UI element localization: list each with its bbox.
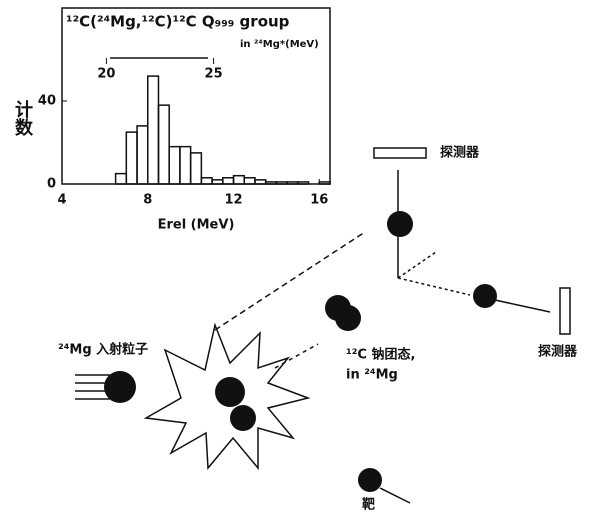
decor bbox=[62, 8, 570, 503]
trajectory bbox=[275, 344, 318, 368]
label: 探测器 bbox=[440, 145, 480, 161]
trajectory bbox=[495, 300, 550, 312]
bar bbox=[191, 153, 202, 184]
bar bbox=[244, 178, 255, 184]
ball bbox=[387, 211, 413, 237]
bar bbox=[169, 147, 180, 184]
bar bbox=[266, 182, 277, 184]
bar bbox=[180, 147, 191, 184]
bar bbox=[212, 180, 223, 184]
bar bbox=[319, 182, 330, 184]
bar bbox=[223, 178, 234, 184]
chart-title: ¹²C(²⁴Mg,¹²C)¹²C Q₉₉₉ group bbox=[66, 13, 290, 31]
x-tick-label: 4 bbox=[57, 193, 66, 208]
bar bbox=[298, 182, 309, 184]
figure: 探测器 探测器 ²⁴Mg 入射粒子 ¹²C 钠团态, in ²⁴Mg 靶 ¹²C… bbox=[0, 0, 595, 523]
ball bbox=[230, 405, 256, 431]
balls bbox=[104, 211, 497, 492]
chart-subtitle: in ²⁴Mg*(MeV) bbox=[240, 39, 319, 50]
bar bbox=[234, 176, 245, 184]
label: 靶 bbox=[362, 497, 375, 513]
ball bbox=[358, 468, 382, 492]
ball bbox=[104, 371, 136, 403]
plot-frame bbox=[62, 8, 330, 184]
ball bbox=[215, 377, 245, 407]
trajectory bbox=[380, 488, 410, 503]
axis-line bbox=[398, 278, 470, 295]
label: 探测器 bbox=[538, 344, 578, 360]
x2-tick-label: 25 bbox=[205, 67, 223, 82]
bar bbox=[158, 105, 169, 184]
bar bbox=[137, 126, 148, 184]
bar bbox=[126, 132, 137, 184]
y-tick-label: 0 bbox=[47, 177, 56, 192]
x2-tick-label: 20 bbox=[97, 67, 115, 82]
label: in ²⁴Mg bbox=[346, 368, 398, 383]
bar bbox=[116, 174, 127, 184]
x-tick-label: 8 bbox=[143, 193, 152, 208]
y-label: 计数 bbox=[12, 99, 33, 137]
bar bbox=[201, 178, 212, 184]
label: ¹²C 钠团态, bbox=[346, 347, 415, 363]
detector-top bbox=[374, 148, 426, 158]
bar bbox=[148, 76, 159, 184]
x-tick-label: 16 bbox=[310, 193, 328, 208]
x-tick-label: 12 bbox=[224, 193, 242, 208]
ball bbox=[335, 305, 361, 331]
label: ²⁴Mg 入射粒子 bbox=[58, 342, 148, 358]
y-tick-label: 40 bbox=[38, 94, 56, 109]
bar bbox=[255, 180, 266, 184]
detector-right bbox=[560, 288, 570, 334]
bar bbox=[287, 182, 298, 184]
axis-line bbox=[398, 252, 436, 278]
ball bbox=[473, 284, 497, 308]
bar bbox=[276, 182, 287, 184]
x-label: Erel (MeV) bbox=[158, 218, 235, 233]
